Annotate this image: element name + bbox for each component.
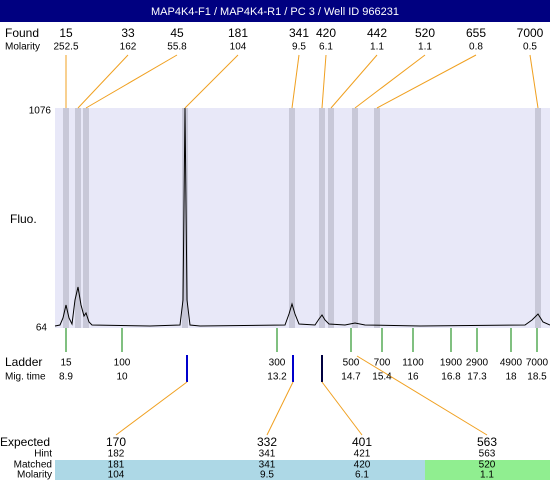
y-max-label: 1076 <box>29 106 52 117</box>
result-molarity: 9.5 <box>260 470 274 480</box>
ladder-size: 500 <box>343 358 360 369</box>
hint: 182 <box>108 449 125 460</box>
found-size: 7000 <box>517 26 544 40</box>
expected: 332 <box>257 435 277 449</box>
peak-band <box>535 108 541 328</box>
hint-label: Hint <box>34 449 52 460</box>
expected: 563 <box>477 435 497 449</box>
peak-band <box>374 108 380 328</box>
peak-band <box>63 108 69 328</box>
matched: 181 <box>108 460 125 471</box>
matched-label: Matched <box>14 460 52 471</box>
found-label: Found <box>5 26 39 40</box>
connector <box>85 54 178 109</box>
mig-time: 18 <box>505 372 517 383</box>
ladder-size: 4900 <box>500 358 523 369</box>
found-size: 341 <box>289 26 309 40</box>
hint: 563 <box>479 449 496 460</box>
title-bar <box>0 0 550 22</box>
found-size: 181 <box>228 26 248 40</box>
found-molarity: 0.8 <box>469 42 483 53</box>
found-molarity: 162 <box>120 42 137 53</box>
expected-label: Expected <box>0 435 50 449</box>
found-molarity: 1.1 <box>370 42 384 53</box>
ladder-size: 7000 <box>526 358 549 369</box>
peak-band <box>83 108 89 328</box>
matched: 341 <box>259 460 276 471</box>
found-size: 33 <box>121 26 135 40</box>
peak-band <box>182 108 188 328</box>
y-axis-label: Fluo. <box>10 212 37 226</box>
mig-time: 18.5 <box>527 372 547 383</box>
ladder-size: 700 <box>374 358 391 369</box>
found-size: 520 <box>415 26 435 40</box>
molarity-label: Molarity <box>17 470 52 480</box>
found-molarity: 55.8 <box>167 42 187 53</box>
found-size: 442 <box>367 26 387 40</box>
mig-time: 14.7 <box>341 372 361 383</box>
connector <box>291 54 300 109</box>
trace <box>54 107 550 327</box>
ladder-label: Ladder <box>5 355 42 369</box>
found-molarity: 9.5 <box>292 42 306 53</box>
y-min-label: 64 <box>36 323 48 334</box>
connector <box>354 54 426 109</box>
expected: 401 <box>352 435 372 449</box>
connector <box>115 381 188 436</box>
connector <box>184 54 239 109</box>
found-size: 45 <box>170 26 184 40</box>
connector <box>529 54 539 109</box>
mig-time: 16.8 <box>441 372 461 383</box>
mig-time: 8.9 <box>59 372 73 383</box>
found-molarity: 252.5 <box>53 42 78 53</box>
ladder-size: 15 <box>60 358 72 369</box>
matched-bg-ok <box>425 460 550 480</box>
connector <box>376 54 477 109</box>
mig-time: 17.3 <box>467 372 487 383</box>
connector <box>356 355 488 436</box>
found-size: 15 <box>59 26 73 40</box>
mig-time: 13.2 <box>267 372 287 383</box>
peak-band <box>289 108 295 328</box>
hint: 421 <box>354 449 371 460</box>
molarity-label: Molarity <box>5 42 40 53</box>
title: MAP4K4-F1 / MAP4K4-R1 / PC 3 / Well ID 9… <box>151 6 399 18</box>
ladder-size: 1900 <box>440 358 463 369</box>
expected: 170 <box>106 435 126 449</box>
found-size: 655 <box>466 26 486 40</box>
peak-band <box>352 108 358 328</box>
connector <box>266 381 294 436</box>
mig-time: 10 <box>116 372 128 383</box>
mig-time: 16 <box>407 372 419 383</box>
peak-band <box>328 108 334 328</box>
found-molarity: 104 <box>230 42 247 53</box>
mig-time: 15.4 <box>372 372 392 383</box>
result-molarity: 1.1 <box>480 470 494 480</box>
hint: 341 <box>259 449 276 460</box>
peak-band <box>75 108 81 328</box>
connector <box>321 381 363 436</box>
found-molarity: 1.1 <box>418 42 432 53</box>
result-molarity: 104 <box>108 470 125 480</box>
matched-bg <box>55 460 425 480</box>
matched: 520 <box>479 460 496 471</box>
found-molarity: 0.5 <box>523 42 537 53</box>
matched: 420 <box>354 460 371 471</box>
ladder-size: 2900 <box>466 358 489 369</box>
ladder-size: 100 <box>114 358 131 369</box>
peak-band <box>319 108 325 328</box>
found-size: 420 <box>316 26 336 40</box>
ladder-size: 1100 <box>402 358 424 369</box>
connector <box>77 54 129 109</box>
connector <box>321 54 327 109</box>
connector <box>330 54 378 109</box>
plot-area <box>55 108 550 328</box>
found-molarity: 6.1 <box>319 42 333 53</box>
ladder-size: 300 <box>269 358 286 369</box>
result-molarity: 6.1 <box>355 470 369 480</box>
mig-time-label: Mig. time <box>5 372 46 383</box>
